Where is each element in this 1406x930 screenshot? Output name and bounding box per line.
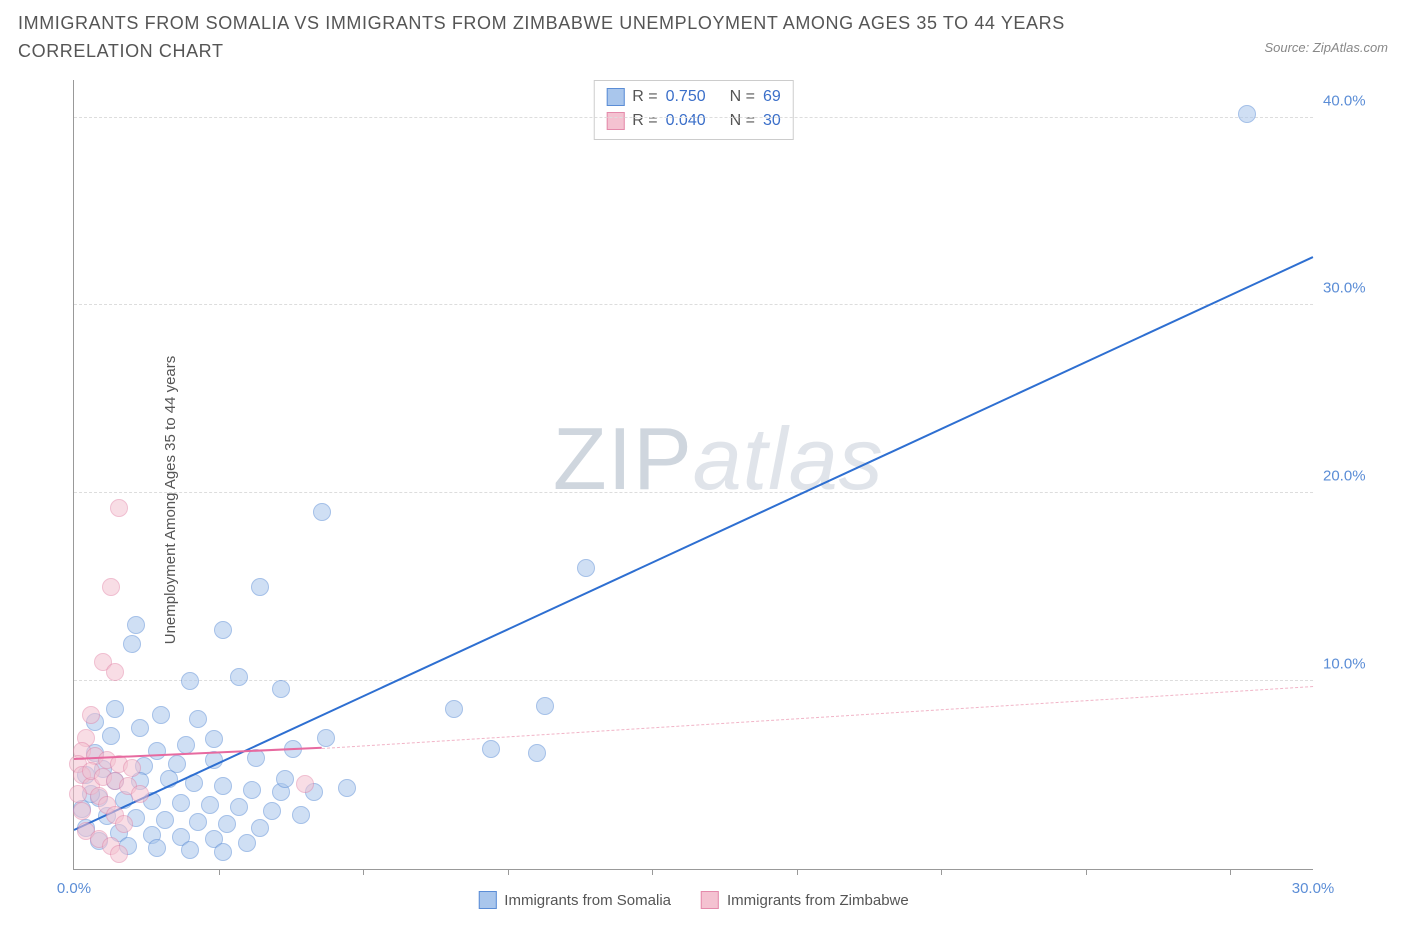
scatter-point xyxy=(102,727,120,745)
scatter-point xyxy=(296,775,314,793)
n-label: N = xyxy=(730,109,755,133)
legend-label: Immigrants from Somalia xyxy=(504,892,671,909)
scatter-point xyxy=(238,834,256,852)
series-swatch xyxy=(701,891,719,909)
chart-container: Unemployment Among Ages 35 to 44 years Z… xyxy=(18,80,1388,920)
scatter-point xyxy=(131,785,149,803)
scatter-point xyxy=(73,802,91,820)
scatter-point xyxy=(214,777,232,795)
series-swatch xyxy=(606,88,624,106)
scatter-point xyxy=(189,813,207,831)
scatter-point xyxy=(102,578,120,596)
scatter-point xyxy=(243,781,261,799)
scatter-point xyxy=(577,559,595,577)
x-minor-tick xyxy=(1086,869,1087,875)
scatter-point xyxy=(292,806,310,824)
scatter-point xyxy=(82,706,100,724)
scatter-point xyxy=(115,815,133,833)
scatter-point xyxy=(230,668,248,686)
series-swatch xyxy=(478,891,496,909)
stats-row: R = 0.040 N = 30 xyxy=(606,109,781,133)
scatter-point xyxy=(251,819,269,837)
scatter-point xyxy=(110,499,128,517)
scatter-point xyxy=(106,663,124,681)
r-label: R = xyxy=(632,85,657,109)
scatter-point xyxy=(123,759,141,777)
scatter-point xyxy=(1238,105,1256,123)
scatter-point xyxy=(205,730,223,748)
scatter-point xyxy=(148,839,166,857)
scatter-point xyxy=(177,736,195,754)
r-label: R = xyxy=(632,109,657,133)
x-minor-tick xyxy=(219,869,220,875)
trend-line xyxy=(322,686,1313,749)
n-label: N = xyxy=(730,85,755,109)
legend-item: Immigrants from Zimbabwe xyxy=(701,891,909,909)
x-minor-tick xyxy=(797,869,798,875)
series-swatch xyxy=(606,112,624,130)
scatter-point xyxy=(201,796,219,814)
scatter-point xyxy=(230,798,248,816)
r-value: 0.040 xyxy=(666,109,706,133)
gridline-h xyxy=(74,680,1313,681)
gridline-h xyxy=(74,304,1313,305)
scatter-point xyxy=(181,841,199,859)
scatter-point xyxy=(127,616,145,634)
r-value: 0.750 xyxy=(666,85,706,109)
trend-line xyxy=(74,257,1314,832)
scatter-point xyxy=(338,779,356,797)
scatter-point xyxy=(482,740,500,758)
scatter-point xyxy=(272,680,290,698)
scatter-point xyxy=(276,770,294,788)
gridline-h xyxy=(74,117,1313,118)
x-minor-tick xyxy=(652,869,653,875)
x-tick-label: 0.0% xyxy=(57,880,91,897)
scatter-point xyxy=(152,706,170,724)
scatter-point xyxy=(156,811,174,829)
scatter-plot: ZIPatlas R =0.750N =69R =0.040N =30 Immi… xyxy=(73,80,1313,870)
n-value: 30 xyxy=(763,109,781,133)
scatter-point xyxy=(123,635,141,653)
y-tick-label: 10.0% xyxy=(1323,656,1383,673)
scatter-point xyxy=(69,785,87,803)
scatter-point xyxy=(148,742,166,760)
scatter-point xyxy=(106,700,124,718)
n-value: 69 xyxy=(763,85,781,109)
y-tick-label: 40.0% xyxy=(1323,92,1383,109)
scatter-point xyxy=(251,578,269,596)
series-legend: Immigrants from Somalia Immigrants from Z… xyxy=(478,891,908,909)
scatter-point xyxy=(189,710,207,728)
x-minor-tick xyxy=(941,869,942,875)
x-minor-tick xyxy=(363,869,364,875)
x-minor-tick xyxy=(1230,869,1231,875)
scatter-point xyxy=(528,744,546,762)
scatter-point xyxy=(172,794,190,812)
scatter-point xyxy=(131,719,149,737)
scatter-point xyxy=(263,802,281,820)
stats-legend-box: R = 0.750 N = 69 R = 0.040 N = 30 xyxy=(593,80,794,140)
scatter-point xyxy=(110,845,128,863)
y-tick-label: 20.0% xyxy=(1323,468,1383,485)
x-minor-tick xyxy=(508,869,509,875)
source-attribution: Source: ZipAtlas.com xyxy=(1264,40,1388,55)
scatter-point xyxy=(317,729,335,747)
legend-label: Immigrants from Zimbabwe xyxy=(727,892,909,909)
stats-row: R = 0.750 N = 69 xyxy=(606,85,781,109)
watermark: ZIPatlas xyxy=(553,408,884,510)
gridline-h xyxy=(74,492,1313,493)
scatter-point xyxy=(181,672,199,690)
x-tick-label: 30.0% xyxy=(1292,880,1335,897)
scatter-point xyxy=(536,697,554,715)
scatter-point xyxy=(218,815,236,833)
y-tick-label: 30.0% xyxy=(1323,280,1383,297)
scatter-point xyxy=(214,843,232,861)
legend-item: Immigrants from Somalia xyxy=(478,891,671,909)
scatter-point xyxy=(214,621,232,639)
scatter-point xyxy=(445,700,463,718)
chart-title: IMMIGRANTS FROM SOMALIA VS IMMIGRANTS FR… xyxy=(18,10,1168,66)
scatter-point xyxy=(313,503,331,521)
